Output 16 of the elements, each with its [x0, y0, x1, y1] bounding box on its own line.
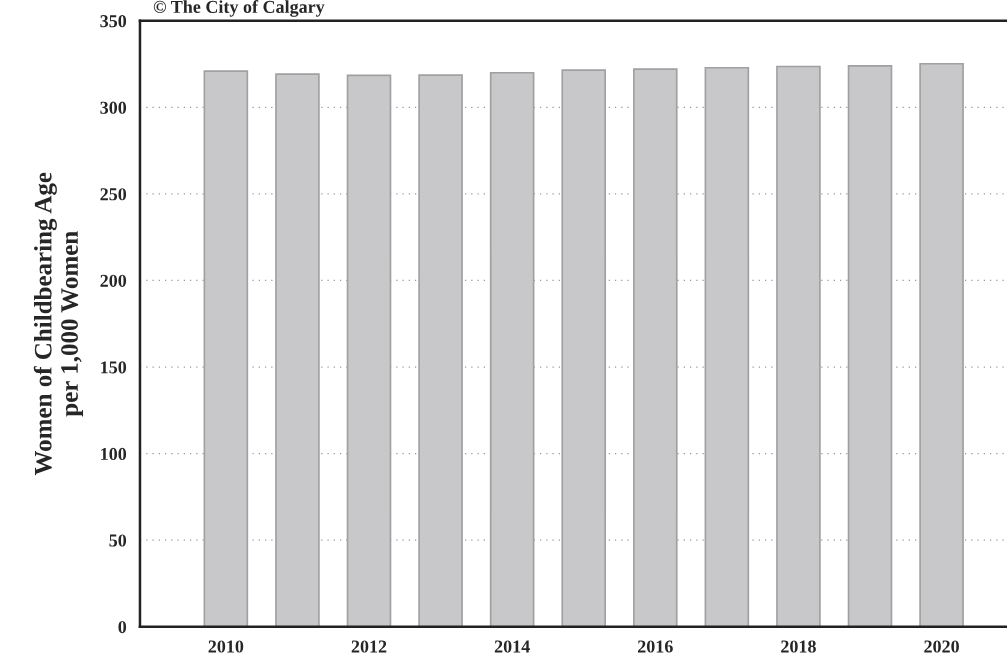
x-tick-label: 2012 — [351, 640, 387, 653]
x-tick-label: 2014 — [494, 640, 530, 653]
x-tick-label: 2018 — [781, 640, 816, 653]
text: © The City of Calgary — [153, 0, 325, 17]
y-tick-label: 250 — [100, 188, 127, 201]
y-tick-label: 350 — [100, 15, 127, 28]
x-tick-label: 2010 — [208, 640, 244, 653]
y-axis-title: Women of Childbearing Age per 1,000 Women — [33, 172, 84, 476]
x-tick-label: 2016 — [637, 640, 673, 653]
y-tick-label: 0 — [118, 620, 127, 634]
x-tick-label: 2020 — [924, 640, 959, 653]
y-tick-label: 300 — [100, 101, 127, 114]
y-tick-label: 200 — [100, 274, 127, 287]
y-tick-label: 50 — [109, 534, 127, 547]
y-tick-label: 100 — [101, 447, 127, 461]
y-tick-label: 150 — [101, 361, 127, 374]
